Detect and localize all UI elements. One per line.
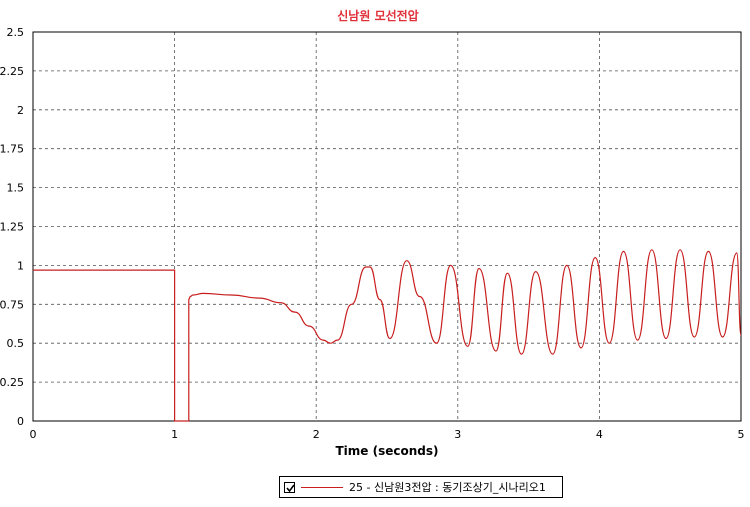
y-tick-label: 1.75 [0,143,24,156]
series-line-voltage [33,249,742,422]
y-tick-label: 1 [17,259,24,272]
x-tick-label: 1 [171,428,178,441]
y-tick-label: 2 [17,104,24,117]
y-tick-label: 0.75 [0,298,24,311]
legend-swatch [301,486,343,488]
chart-title: 신남원 모선전압 [337,8,418,23]
y-tick-label: 2.25 [0,65,24,78]
y-tick-label: 1.25 [0,221,24,234]
x-tick-label: 4 [596,428,603,441]
legend-label: 25 - 신남원3전압 : 동기조상기_시나리오1 [349,481,546,494]
x-tick-label: 2 [313,428,320,441]
grid [33,32,741,421]
x-axis-label: Time (seconds) [335,444,438,458]
legend: 25 - 신남원3전압 : 동기조상기_시나리오1 [279,476,563,498]
plot-frame [32,31,742,422]
y-tick-label: 1.5 [7,182,25,195]
y-axis-ticks: 0 0.25 0.5 0.75 1 1.25 1.5 1.75 2 2.25 2.5 [0,26,24,428]
check-icon [286,484,295,492]
y-tick-label: 0 [17,415,24,428]
y-tick-label: 0.5 [7,337,25,350]
y-tick-label: 0.25 [0,376,24,389]
x-tick-label: 3 [454,428,461,441]
x-tick-label: 5 [738,428,745,441]
x-tick-label: 0 [30,428,37,441]
legend-checkbox[interactable] [284,481,295,493]
x-axis-ticks: 0 1 2 3 4 5 [30,428,745,441]
y-tick-label: 2.5 [7,26,25,39]
